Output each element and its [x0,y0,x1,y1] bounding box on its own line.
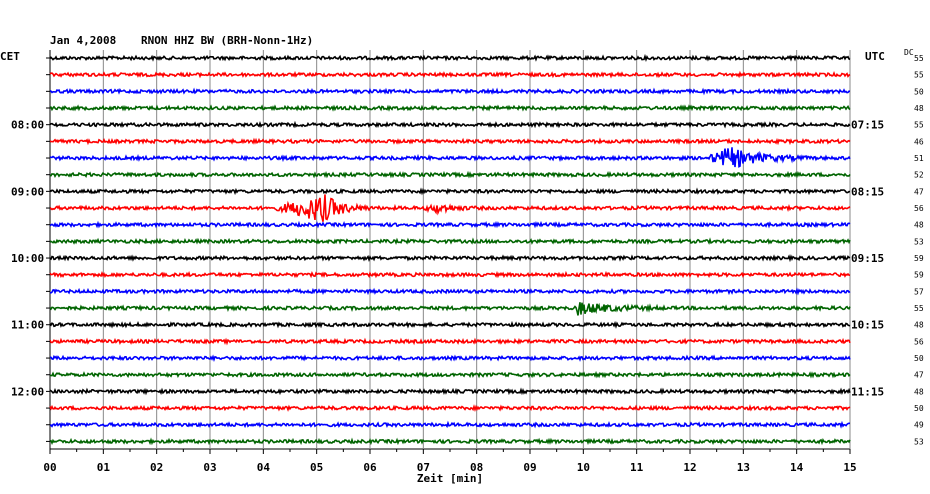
x-tick-label: 08 [470,461,483,474]
trace-green [49,437,851,446]
dc-value: 47 [914,371,924,380]
trace-blue [49,220,851,229]
dc-value: 47 [914,187,924,196]
date-title: Jan 4,2008 [50,34,117,47]
dc-value: 55 [914,121,924,130]
utc-time-label: 08:15 [851,185,884,198]
trace-black [49,187,851,196]
dc-value: 55 [914,54,924,63]
dc-value: 51 [914,154,924,163]
dc-value: 56 [914,337,924,346]
cet-time-label: 12:00 [11,385,44,398]
cet-time-label: 11:00 [11,319,44,332]
dc-value: 50 [914,354,924,363]
dc-value: 59 [914,271,924,280]
dc-value: 53 [914,437,924,446]
x-tick-label: 04 [257,461,271,474]
x-axis-label: Zeit [min] [417,472,483,485]
dc-value: 46 [914,137,924,146]
dc-value: 52 [914,171,924,180]
x-tick-label: 09 [523,461,536,474]
cet-time-label: 09:00 [11,185,44,198]
cet-time-label: 08:00 [11,119,44,132]
dc-value: 55 [914,71,924,80]
x-tick-label: 00 [43,461,56,474]
utc-time-label: 10:15 [851,319,884,332]
trace-black [49,320,851,329]
dc-value: 50 [914,404,924,413]
dc-value: 56 [914,204,924,213]
utc-time-label: 07:15 [851,119,884,132]
trace-blue [49,147,851,168]
dc-value: 48 [914,387,924,396]
trace-black [49,254,851,263]
trace-black [49,53,851,62]
trace-red [49,194,851,222]
x-tick-label: 01 [97,461,111,474]
trace-red [49,337,851,346]
trace-red [49,404,851,413]
dc-value: 48 [914,104,924,113]
trace-blue [49,87,851,96]
dc-value: 53 [914,237,924,246]
x-tick-label: 14 [790,461,804,474]
utc-time-label: 11:15 [851,385,884,398]
x-tick-label: 05 [310,461,323,474]
dc-value: 57 [914,287,924,296]
x-tick-label: 02 [150,461,163,474]
x-tick-label: 15 [843,461,856,474]
trace-blue [49,287,851,296]
station-title: RNON HHZ BW (BRH-Nonn-1Hz) [141,34,314,47]
dc-value: 48 [914,321,924,330]
utc-label: UTC [865,50,885,63]
trace-blue [49,354,851,363]
dc-value: 50 [914,87,924,96]
trace-blue [49,420,850,429]
x-tick-label: 06 [363,461,377,474]
cet-label: CET [0,50,20,63]
trace-black [49,387,851,396]
trace-red [49,70,851,79]
utc-time-label: 09:15 [851,252,884,265]
trace-red [49,270,851,279]
trace-green [49,170,851,179]
dc-value: 48 [914,221,924,230]
x-tick-label: 13 [737,461,750,474]
x-tick-label: 07 [417,461,430,474]
trace-green [49,370,851,379]
x-tick-label: 12 [683,461,696,474]
trace-green [49,302,851,316]
trace-green [49,237,851,246]
x-tick-label: 10 [577,461,590,474]
dc-label: DC [904,48,914,57]
dc-value: 49 [914,421,924,430]
trace-black [49,120,851,129]
dc-value: 59 [914,254,924,263]
trace-red [49,137,851,146]
dc-value: 55 [914,304,924,313]
cet-time-label: 10:00 [11,252,44,265]
x-tick-label: 03 [203,461,216,474]
trace-green [50,104,851,112]
x-tick-label: 11 [630,461,644,474]
